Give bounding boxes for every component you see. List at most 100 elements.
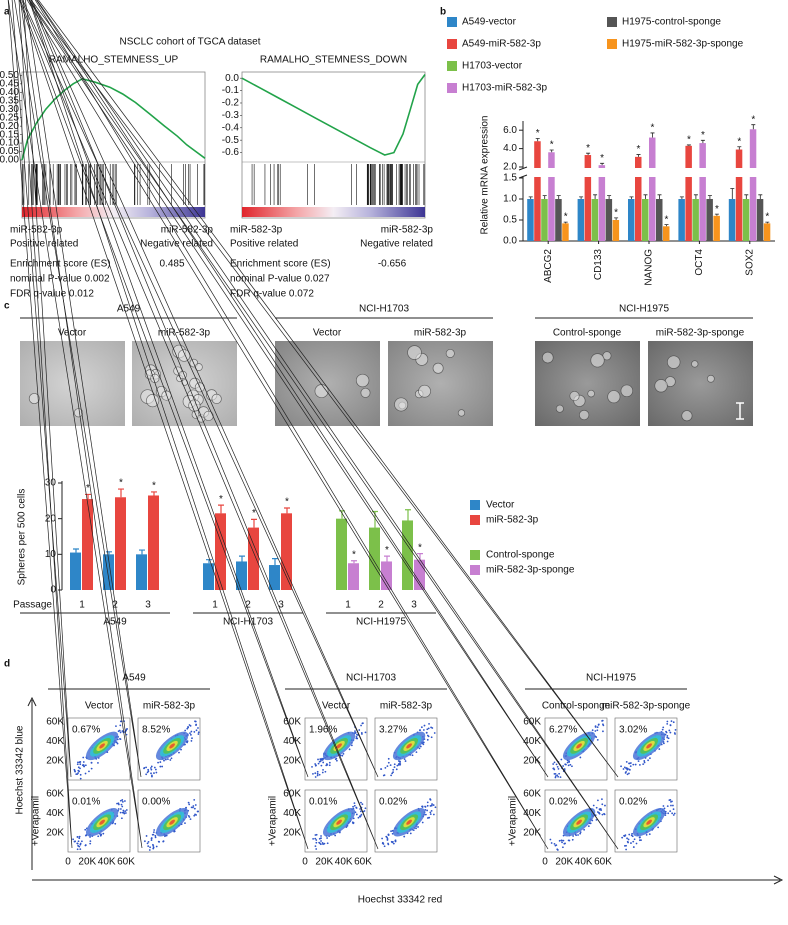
event-dot	[671, 812, 674, 815]
event-dot	[125, 812, 127, 814]
event-dot	[315, 848, 318, 850]
gate-percent: 3.27%	[379, 725, 407, 736]
y-tick-label: 0.05	[0, 146, 19, 157]
gate-percent: 1.96%	[309, 725, 337, 736]
error-bar	[239, 555, 245, 562]
event-dot	[587, 825, 590, 828]
enrichment-curve	[241, 74, 426, 156]
x-tick-label: 2	[245, 600, 251, 611]
legend-label: A549-vector	[462, 17, 517, 28]
error-bar	[549, 149, 554, 153]
event-dot	[190, 806, 193, 809]
legend-swatch	[447, 83, 457, 93]
legend-swatch	[447, 39, 457, 49]
y-tick-label: 40K	[46, 808, 64, 819]
x-tick-label: 3	[411, 600, 417, 611]
event-dot	[312, 838, 315, 840]
group-title: A549	[122, 673, 146, 684]
event-dot	[119, 738, 122, 741]
flow-frame	[374, 717, 438, 781]
event-dot	[361, 722, 364, 725]
y-tick-label: 0.0	[225, 73, 239, 84]
event-dot	[669, 731, 672, 734]
event-dot	[392, 768, 395, 771]
bar	[215, 513, 226, 590]
event-dot	[387, 833, 390, 836]
event-dot	[321, 757, 323, 760]
event-dot	[78, 835, 81, 838]
cell	[541, 351, 554, 364]
error-bar	[629, 196, 634, 199]
event-dot	[627, 838, 630, 841]
event-dot	[569, 763, 572, 766]
event-dot	[124, 800, 126, 802]
event-dot	[596, 729, 599, 732]
event-dot	[553, 761, 556, 764]
significance: *	[352, 549, 356, 560]
es-value: 0.485	[159, 259, 184, 270]
bar	[656, 199, 663, 241]
event-dot	[415, 751, 418, 753]
event-dot	[320, 764, 323, 767]
x-tick-label: 0	[302, 857, 308, 868]
event-dot	[82, 761, 85, 763]
event-dot	[426, 809, 429, 812]
y-tick-label: -0.1	[222, 85, 240, 96]
event-dot	[396, 764, 399, 767]
group-label: NCI-H1703	[223, 617, 273, 628]
y-tick-label: 40K	[523, 736, 541, 747]
event-dot	[583, 828, 586, 831]
event-dot	[662, 805, 665, 807]
panel-title: NSCLC cohort of TGCA dataset	[120, 37, 261, 48]
event-dot	[432, 813, 435, 816]
side-label: Positive related	[10, 239, 78, 250]
bar	[555, 199, 562, 241]
cell	[445, 348, 455, 358]
y-tick-label: 0.15	[0, 129, 19, 140]
event-dot	[157, 840, 160, 843]
event-dot	[151, 833, 154, 836]
y-tick-label: 40K	[283, 808, 301, 819]
bar	[692, 199, 699, 241]
error-bar	[206, 559, 212, 564]
event-dot	[637, 760, 640, 763]
event-dot	[189, 733, 192, 736]
event-dot	[161, 765, 164, 768]
event-dot	[411, 754, 414, 757]
event-dot	[355, 806, 358, 809]
event-dot	[197, 733, 200, 735]
side-label: Positive related	[230, 239, 298, 250]
sample-label: Control-sponge	[542, 701, 611, 712]
event-dot	[146, 842, 149, 845]
event-dot	[572, 835, 575, 837]
significance: *	[285, 497, 289, 508]
event-dot	[364, 807, 367, 810]
event-dot	[667, 737, 670, 740]
cell	[590, 353, 605, 368]
event-dot	[312, 772, 314, 775]
bar	[148, 495, 159, 590]
bar	[749, 129, 757, 241]
event-dot	[143, 840, 146, 843]
legend-swatch	[447, 17, 457, 27]
legend-label: miR-582-3p	[486, 515, 539, 526]
event-dot	[193, 814, 196, 817]
event-dot	[145, 835, 148, 837]
event-dot	[352, 805, 354, 808]
cell	[587, 389, 595, 398]
event-dot	[162, 840, 165, 843]
y-tick-label: -0.3	[222, 110, 240, 121]
event-dot	[354, 730, 356, 733]
event-dot	[668, 799, 671, 802]
density	[169, 819, 175, 825]
event-dot	[350, 744, 353, 747]
event-dot	[361, 803, 364, 806]
event-dot	[355, 813, 358, 816]
cell	[432, 362, 444, 374]
event-dot	[147, 768, 150, 771]
event-dot	[151, 774, 153, 777]
event-dot	[317, 762, 320, 765]
event-dot	[146, 771, 149, 774]
y-tick-label: 20K	[46, 755, 64, 766]
scale-bar	[736, 402, 744, 420]
